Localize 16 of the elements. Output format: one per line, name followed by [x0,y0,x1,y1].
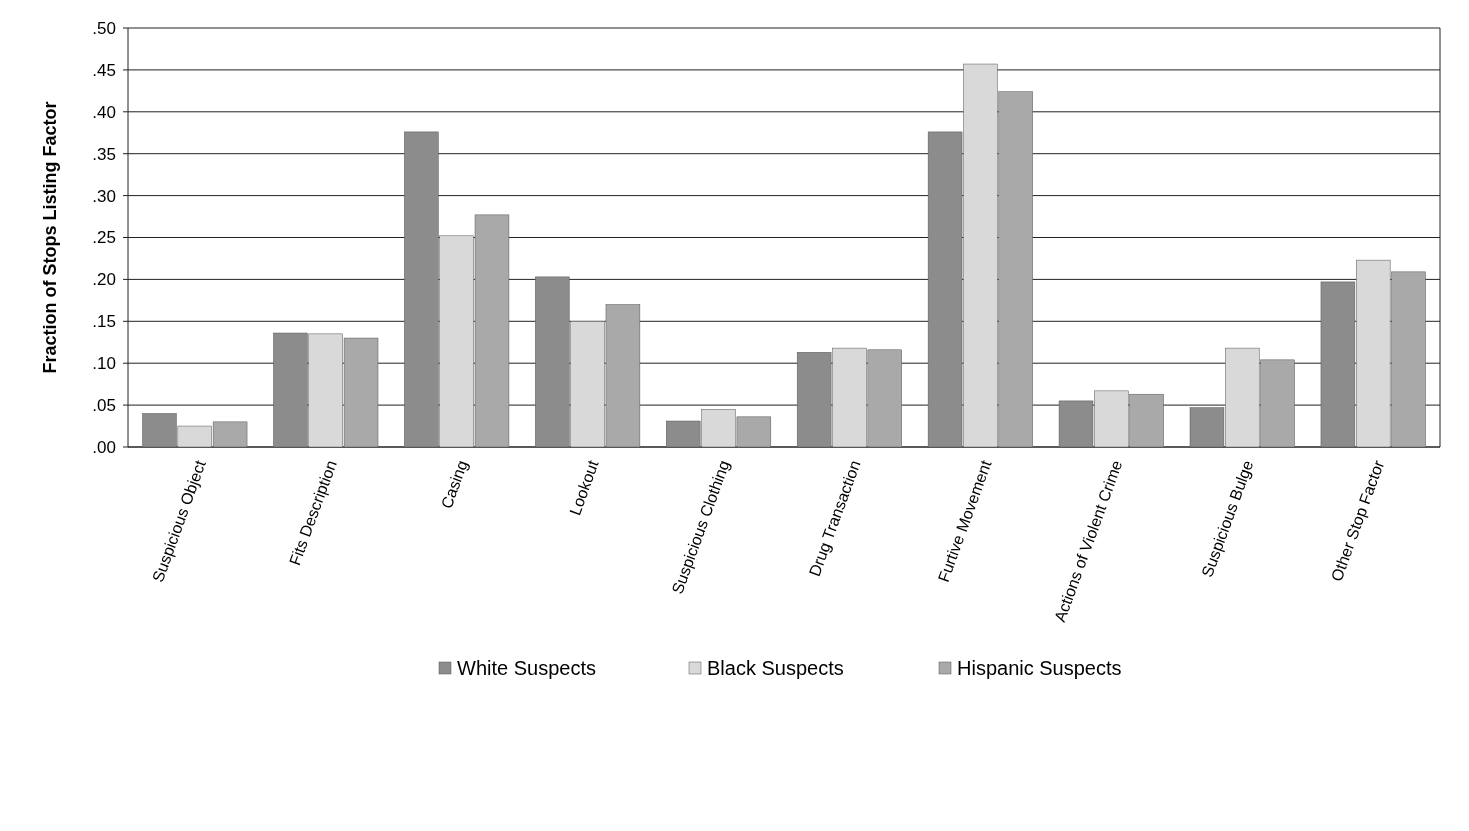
y-tick-label: .45 [92,60,116,80]
y-tick-label: .00 [92,437,116,457]
legend-label: Black Suspects [707,657,844,679]
legend-label: Hispanic Suspects [957,657,1122,679]
y-tick-label: .30 [92,186,116,206]
y-tick-label: .50 [92,18,116,38]
y-tick-label: .25 [92,228,116,248]
x-tick-label: Other Stop Factor [1327,457,1388,584]
y-tick-label: .40 [92,102,116,122]
y-tick-label: .05 [92,396,116,416]
y-tick-label: .10 [92,354,116,374]
y-tick-label: .15 [92,312,116,332]
y-axis-title: Fraction of Stops Listing Factor [40,101,60,374]
y-tick-label: .20 [92,270,116,290]
y-tick-label: .35 [92,144,116,164]
legend-label: White Suspects [457,657,596,679]
